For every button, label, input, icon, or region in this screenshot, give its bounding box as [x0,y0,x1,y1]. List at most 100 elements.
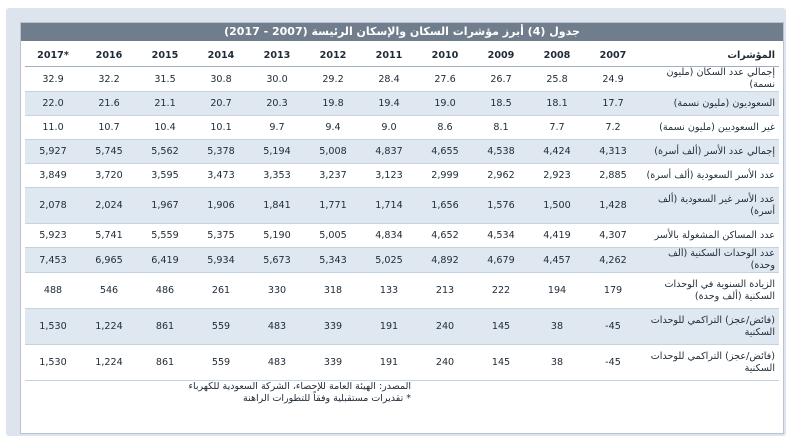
value-cell: 3,473 [193,163,249,188]
value-cell: 20.3 [249,91,305,116]
value-cell: 19.8 [305,91,361,116]
value-cell: 194 [529,272,585,309]
value-cell: 2,024 [81,187,137,224]
value-cell: 17.7 [585,91,641,116]
value-cell: 1,841 [249,187,305,224]
value-cell: 179 [585,272,641,309]
value-cell: 4,837 [361,139,417,164]
source-note: المصدر: الهيئة العامة للإحصاء، الشركة ال… [188,381,411,392]
year-header: 2017* [25,44,81,67]
value-cell: 3,123 [361,163,417,188]
table-card: جدول (4) أبرز مؤشرات السكان والإسكان الر… [20,22,784,434]
value-cell: 339 [305,308,361,345]
value-cell: 3,849 [25,163,81,188]
value-cell: 29.2 [305,66,361,92]
value-cell: 30.0 [249,66,305,92]
value-cell: 145 [473,308,529,345]
value-cell: 4,262 [585,247,641,273]
value-cell: 3,353 [249,163,305,188]
value-cell: 9.4 [305,115,361,140]
value-cell: 1,906 [193,187,249,224]
value-cell: 2,923 [529,163,585,188]
value-cell: 21.1 [137,91,193,116]
indicator-label: (فائض/عجز) التراكمي للوحدات السكنية [641,308,779,345]
value-cell: 222 [473,272,529,309]
value-cell: 1,967 [137,187,193,224]
header-row: 2017* 2016 2015 2014 2013 2012 2011 2010 2009 200… [25,44,779,67]
value-cell: 2,999 [417,163,473,188]
indicator-label: السعوديون (مليون نسمة) [641,91,779,116]
indicator-label: عدد المساكن المشغولة بالأسر [641,223,779,248]
value-cell: 261 [193,272,249,309]
year-header: 2016 [81,44,137,67]
value-cell: 20.7 [193,91,249,116]
value-cell: 5,343 [305,247,361,273]
value-cell: 8.1 [473,115,529,140]
value-cell: 4,457 [529,247,585,273]
value-cell: 27.6 [417,66,473,92]
value-cell: 5,559 [137,223,193,248]
value-cell: 5,375 [193,223,249,248]
value-cell: 7,453 [25,247,81,273]
indicator-label: إجمالي عدد الأسر (ألف أسرة) [641,139,779,164]
indicator-header: المؤشرات [641,44,779,67]
indicator-label: عدد الأسر غير السعودية (ألف أسرة) [641,187,779,224]
value-cell: 4,538 [473,139,529,164]
value-cell: 240 [417,344,473,381]
year-header: 2009 [473,44,529,67]
value-cell: 1,576 [473,187,529,224]
value-cell: 3,595 [137,163,193,188]
value-cell: 339 [305,344,361,381]
value-cell: 861 [137,344,193,381]
value-cell: 3,720 [81,163,137,188]
value-cell: 1,428 [585,187,641,224]
value-cell: 546 [81,272,137,309]
value-cell: 5,378 [193,139,249,164]
value-cell: 4,679 [473,247,529,273]
indicators-table: 2017* 2016 2015 2014 2013 2012 2011 2010 2009 200… [25,44,779,381]
value-cell: 28.4 [361,66,417,92]
value-cell: 240 [417,308,473,345]
value-cell: 38 [529,344,585,381]
value-cell: 38 [529,308,585,345]
estimate-note: * تقديرات مستقبلية وفقاً للتطورات الراهن… [243,393,411,404]
value-cell: 30.8 [193,66,249,92]
value-cell: 191 [361,308,417,345]
value-cell: 1,530 [25,344,81,381]
value-cell: 8.6 [417,115,473,140]
value-cell: 9.7 [249,115,305,140]
value-cell: 4,892 [417,247,473,273]
value-cell: 318 [305,272,361,309]
table-title: جدول (4) أبرز مؤشرات السكان والإسكان الر… [21,23,783,41]
value-cell: 1,714 [361,187,417,224]
table-row: 5,923 5,741 5,559 5,375 5,190 5,005 4,834 4,652… [25,223,779,248]
value-cell: 861 [137,308,193,345]
value-cell: 6,965 [81,247,137,273]
value-cell: 4,655 [417,139,473,164]
table-row: 2,078 2,024 1,967 1,906 1,841 1,771 1,714 1,656… [25,187,779,224]
year-header: 2007 [585,44,641,67]
value-cell: 5,923 [25,223,81,248]
table-row: 32.9 32.2 31.5 30.8 30.0 29.2 28.4 27.6 26.7 25.8… [25,66,779,92]
value-cell: 4,424 [529,139,585,164]
page-frame: جدول (4) أبرز مؤشرات السكان والإسكان الر… [6,8,786,436]
value-cell: 25.8 [529,66,585,92]
value-cell: 1,656 [417,187,473,224]
table-row: 22.0 21.6 21.1 20.7 20.3 19.8 19.4 19.0 18.5 18.1… [25,91,779,116]
year-header: 2010 [417,44,473,67]
value-cell: 5,673 [249,247,305,273]
table-row: 3,849 3,720 3,595 3,473 3,353 3,237 3,123 2,999… [25,163,779,188]
value-cell: 22.0 [25,91,81,116]
value-cell: 1,224 [81,308,137,345]
table-footer: المصدر: الهيئة العامة للإحصاء، الشركة ال… [189,381,411,405]
value-cell: 4,307 [585,223,641,248]
value-cell: 191 [361,344,417,381]
value-cell: 18.5 [473,91,529,116]
value-cell: 32.9 [25,66,81,92]
value-cell: 483 [249,308,305,345]
value-cell: 213 [417,272,473,309]
value-cell: 5,927 [25,139,81,164]
table-row: 5,927 5,745 5,562 5,378 5,194 5,008 4,837 4,655… [25,139,779,164]
table-row: 1,530 1,224 861 559 483 339 191 240 145 38 -45 (فائ… [25,308,779,345]
value-cell: 9.0 [361,115,417,140]
